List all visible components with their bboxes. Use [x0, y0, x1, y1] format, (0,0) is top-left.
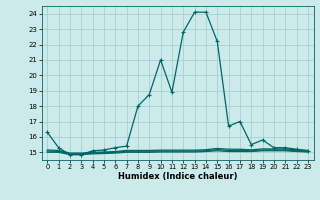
- X-axis label: Humidex (Indice chaleur): Humidex (Indice chaleur): [118, 172, 237, 181]
